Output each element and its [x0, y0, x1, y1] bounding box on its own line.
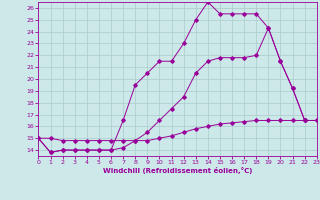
X-axis label: Windchill (Refroidissement éolien,°C): Windchill (Refroidissement éolien,°C)	[103, 167, 252, 174]
